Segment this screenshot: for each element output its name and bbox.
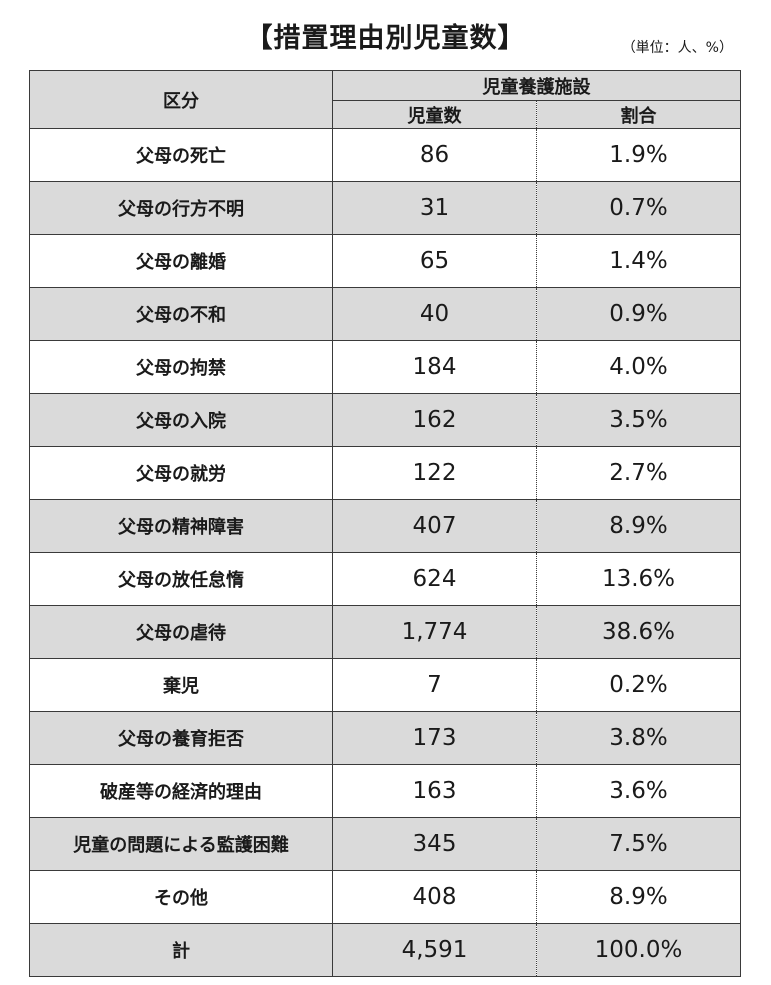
row-category: 父母の虐待 <box>29 605 333 659</box>
row-category: 父母の死亡 <box>29 128 333 182</box>
table-row: 破産等の経済的理由 163 3.6% <box>29 764 741 818</box>
table-row: 父母の養育拒否 173 3.8% <box>29 711 741 765</box>
row-count: 345 <box>332 817 537 871</box>
total-row: 計 4,591 100.0% <box>29 923 741 977</box>
row-count: 86 <box>332 128 537 182</box>
row-count: 624 <box>332 552 537 606</box>
table-row: 棄児 7 0.2% <box>29 658 741 712</box>
row-count: 40 <box>332 287 537 341</box>
row-category: 父母の不和 <box>29 287 333 341</box>
total-count: 4,591 <box>332 923 537 977</box>
row-count: 173 <box>332 711 537 765</box>
row-category: 父母の放任怠惰 <box>29 552 333 606</box>
unit-note: （単位：人、%） <box>621 40 733 56</box>
row-count: 184 <box>332 340 537 394</box>
row-category: その他 <box>29 870 333 924</box>
table-row: 父母の不和 40 0.9% <box>29 287 741 341</box>
table-row: 父母の虐待 1,774 38.6% <box>29 605 741 659</box>
table-row: その他 408 8.9% <box>29 870 741 924</box>
row-category: 父母の精神障害 <box>29 499 333 553</box>
data-table: 区分 児童養護施設 児童数 割合 父母の死亡 86 1.9% 父母の行方不明 3… <box>29 70 741 977</box>
table-row: 父母の死亡 86 1.9% <box>29 128 741 182</box>
row-ratio: 38.6% <box>536 605 741 659</box>
row-ratio: 0.9% <box>536 287 741 341</box>
total-category: 計 <box>29 923 333 977</box>
table-row: 父母の就労 122 2.7% <box>29 446 741 500</box>
row-count: 122 <box>332 446 537 500</box>
row-ratio: 13.6% <box>536 552 741 606</box>
row-count: 407 <box>332 499 537 553</box>
row-ratio: 3.6% <box>536 764 741 818</box>
row-ratio: 8.9% <box>536 870 741 924</box>
table-row: 児童の問題による監護困難 345 7.5% <box>29 817 741 871</box>
row-ratio: 1.9% <box>536 128 741 182</box>
page-title: 【措置理由別児童数】 <box>245 23 526 54</box>
row-ratio: 3.8% <box>536 711 741 765</box>
table-row: 父母の入院 162 3.5% <box>29 393 741 447</box>
row-ratio: 0.2% <box>536 658 741 712</box>
row-category: 父母の拘禁 <box>29 340 333 394</box>
row-ratio: 4.0% <box>536 340 741 394</box>
table-row: 父母の行方不明 31 0.7% <box>29 181 741 235</box>
total-ratio: 100.0% <box>536 923 741 977</box>
table-row: 父母の離婚 65 1.4% <box>29 234 741 288</box>
row-ratio: 0.7% <box>536 181 741 235</box>
row-count: 65 <box>332 234 537 288</box>
row-count: 1,774 <box>332 605 537 659</box>
row-category: 破産等の経済的理由 <box>29 764 333 818</box>
row-ratio: 8.9% <box>536 499 741 553</box>
header-category: 区分 <box>29 70 333 129</box>
row-ratio: 2.7% <box>536 446 741 500</box>
table-row: 父母の放任怠惰 624 13.6% <box>29 552 741 606</box>
row-count: 408 <box>332 870 537 924</box>
row-category: 父母の就労 <box>29 446 333 500</box>
table-row: 父母の拘禁 184 4.0% <box>29 340 741 394</box>
row-ratio: 7.5% <box>536 817 741 871</box>
row-category: 児童の問題による監護困難 <box>29 817 333 871</box>
header-count: 児童数 <box>332 100 537 129</box>
row-count: 163 <box>332 764 537 818</box>
row-count: 31 <box>332 181 537 235</box>
row-category: 棄児 <box>29 658 333 712</box>
row-category: 父母の養育拒否 <box>29 711 333 765</box>
header-ratio: 割合 <box>536 100 741 129</box>
row-ratio: 1.4% <box>536 234 741 288</box>
row-ratio: 3.5% <box>536 393 741 447</box>
row-count: 162 <box>332 393 537 447</box>
row-category: 父母の行方不明 <box>29 181 333 235</box>
row-category: 父母の入院 <box>29 393 333 447</box>
row-count: 7 <box>332 658 537 712</box>
row-category: 父母の離婚 <box>29 234 333 288</box>
table-row: 父母の精神障害 407 8.9% <box>29 499 741 553</box>
header-facility: 児童養護施設 <box>332 70 741 101</box>
